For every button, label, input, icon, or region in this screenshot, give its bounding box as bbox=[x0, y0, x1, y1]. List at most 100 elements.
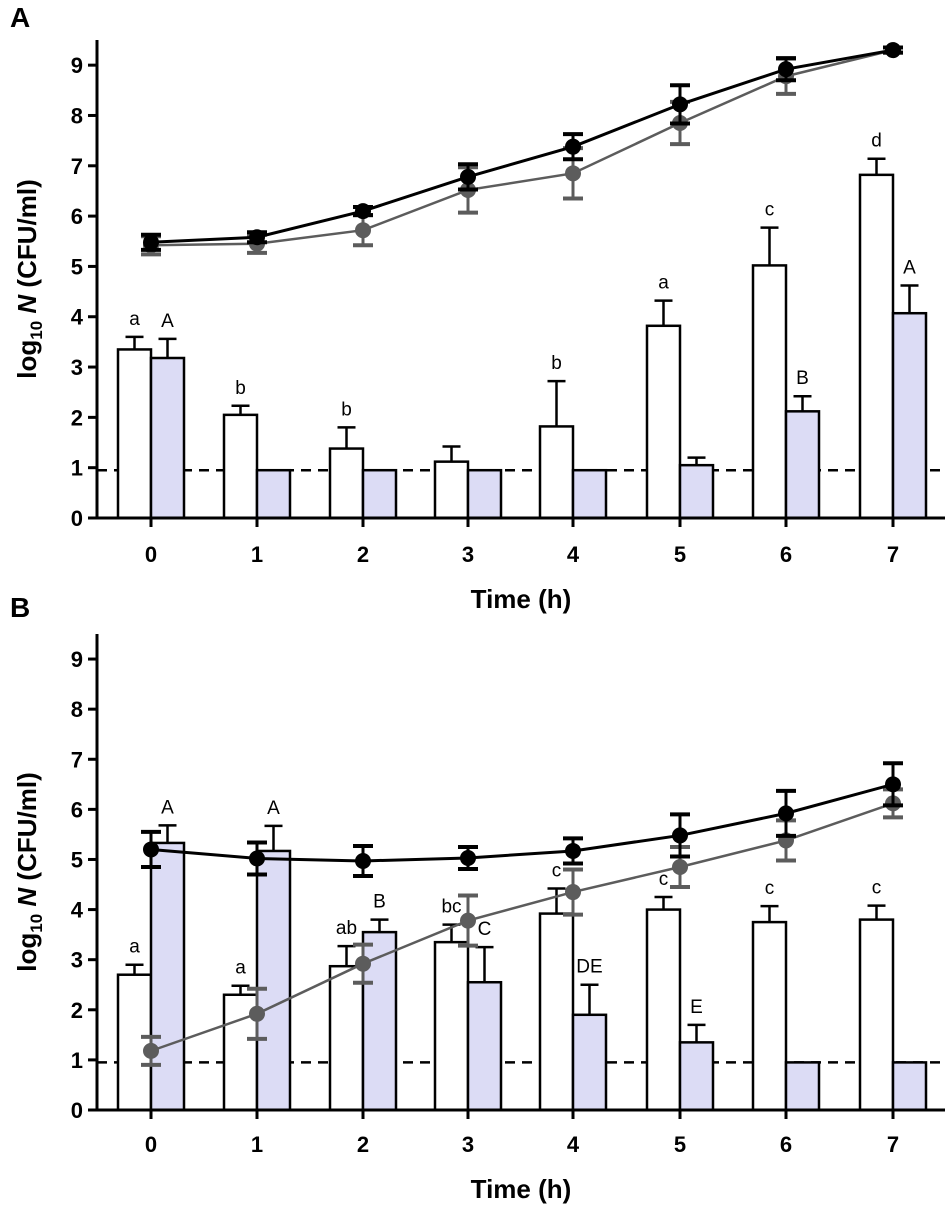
data-point bbox=[565, 842, 581, 859]
bar bbox=[538, 912, 575, 1112]
x-tick-label: 1 bbox=[251, 1132, 263, 1157]
bar bbox=[784, 410, 821, 520]
significance-label: a bbox=[658, 273, 669, 294]
significance-label: c bbox=[659, 869, 669, 890]
significance-label: A bbox=[161, 311, 174, 332]
data-point bbox=[565, 138, 581, 155]
bar-series-white: a a ab bc c c c c bbox=[116, 861, 895, 1112]
bar bbox=[645, 908, 682, 1112]
bar bbox=[433, 940, 470, 1112]
data-point bbox=[460, 849, 476, 866]
x-axis-title: Time (h) bbox=[471, 584, 572, 614]
y-tick-label: 0 bbox=[71, 1098, 83, 1123]
significance-label: b bbox=[235, 378, 246, 399]
bar bbox=[149, 356, 186, 520]
significance-label: A bbox=[161, 797, 174, 818]
x-tick-label: 2 bbox=[357, 1132, 369, 1157]
data-point bbox=[355, 203, 371, 220]
y-tick-label: 2 bbox=[71, 998, 83, 1023]
panel-a: Aa b b b a c d A B A 0 1 2 3 4 5 6 7 8 9 0 1 2 3 4 5 6 7 Time (h) log… bbox=[10, 2, 945, 614]
data-point bbox=[885, 42, 901, 59]
data-point bbox=[778, 61, 794, 78]
data-point bbox=[249, 229, 265, 246]
bar bbox=[433, 460, 470, 520]
y-tick-label: 1 bbox=[71, 1048, 83, 1073]
bar bbox=[328, 447, 365, 520]
line-series-black bbox=[141, 42, 903, 252]
x-tick-label: 3 bbox=[462, 542, 474, 567]
bar bbox=[222, 413, 259, 520]
bar-series-lavender: A B A bbox=[149, 258, 928, 520]
series-line bbox=[150, 48, 894, 247]
y-axis-title-part: N bbox=[12, 294, 42, 321]
bar bbox=[891, 1061, 928, 1112]
bar bbox=[645, 324, 682, 520]
panel-b: Ba a ab bc c c c c A A B C DE E 0 1 2 3 4 5 6 7 8 9 0 1 2 3 4 5 6 7 Time… bbox=[10, 592, 945, 1204]
bar bbox=[255, 849, 292, 1112]
x-tick-label: 7 bbox=[887, 1132, 899, 1157]
bar bbox=[858, 173, 895, 520]
significance-label: b bbox=[551, 353, 562, 374]
y-tick-label: 0 bbox=[71, 506, 83, 531]
y-tick-label: 8 bbox=[71, 697, 83, 722]
y-tick-label: 5 bbox=[71, 847, 83, 872]
bar bbox=[538, 425, 575, 520]
significance-label: ab bbox=[336, 918, 357, 939]
significance-label: B bbox=[796, 368, 809, 389]
x-tick-label: 6 bbox=[780, 542, 792, 567]
data-point bbox=[355, 955, 371, 972]
y-tick-label: 9 bbox=[71, 647, 83, 672]
x-tick-label: 7 bbox=[887, 542, 899, 567]
x-tick-label: 2 bbox=[357, 542, 369, 567]
bar bbox=[858, 918, 895, 1112]
series-line bbox=[150, 48, 894, 244]
significance-label: A bbox=[903, 258, 916, 279]
data-point bbox=[460, 168, 476, 185]
y-axis-title: log10 N (CFU/ml) bbox=[12, 772, 46, 971]
bar bbox=[678, 1041, 715, 1112]
bar bbox=[571, 468, 608, 520]
data-point bbox=[778, 805, 794, 822]
x-tick-label: 0 bbox=[145, 542, 157, 567]
bar bbox=[255, 468, 292, 520]
series-line bbox=[150, 782, 894, 863]
y-axis-title-part: (CFU/ml) bbox=[12, 772, 42, 888]
y-tick-label: 2 bbox=[71, 405, 83, 430]
y-axis-title-part: log bbox=[12, 340, 42, 379]
x-tick-label: 5 bbox=[674, 1132, 686, 1157]
significance-label: c bbox=[552, 861, 562, 882]
data-point bbox=[249, 1005, 265, 1022]
data-point bbox=[672, 858, 688, 875]
significance-label: c bbox=[765, 878, 775, 899]
significance-label: C bbox=[478, 919, 492, 940]
data-point bbox=[355, 852, 371, 869]
bar bbox=[751, 920, 788, 1112]
x-tick-label: 0 bbox=[145, 1132, 157, 1157]
significance-label: d bbox=[871, 131, 882, 152]
bar bbox=[116, 973, 153, 1112]
data-point bbox=[143, 234, 159, 251]
significance-label: c bbox=[765, 200, 775, 221]
significance-label: a bbox=[129, 309, 140, 330]
bar bbox=[571, 1013, 608, 1112]
x-tick-label: 3 bbox=[462, 1132, 474, 1157]
bar bbox=[466, 468, 503, 520]
data-point bbox=[885, 776, 901, 793]
significance-label: B bbox=[373, 892, 386, 913]
significance-label: bc bbox=[441, 897, 461, 918]
bar bbox=[678, 463, 715, 520]
data-point bbox=[249, 850, 265, 867]
x-tick-label: 5 bbox=[674, 542, 686, 567]
data-point bbox=[565, 165, 581, 182]
x-tick-label: 4 bbox=[567, 1132, 580, 1157]
series-line bbox=[150, 802, 894, 1053]
x-tick-label: 1 bbox=[251, 542, 263, 567]
data-point bbox=[143, 1042, 159, 1059]
y-tick-label: 5 bbox=[71, 254, 83, 279]
significance-label: DE bbox=[576, 957, 602, 978]
significance-label: E bbox=[690, 997, 703, 1018]
y-axis-title-part: (CFU/ml) bbox=[12, 179, 42, 295]
data-point bbox=[672, 827, 688, 844]
data-point bbox=[355, 222, 371, 239]
